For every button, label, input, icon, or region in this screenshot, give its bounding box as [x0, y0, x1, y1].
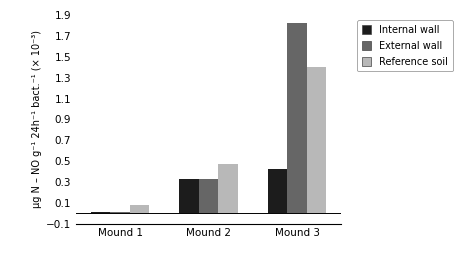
Bar [199, 179, 219, 213]
Bar [130, 205, 149, 213]
Y-axis label: μg N – NO g⁻¹ 24h⁻¹ bact.⁻¹ (× 10⁻³): μg N – NO g⁻¹ 24h⁻¹ bact.⁻¹ (× 10⁻³) [32, 30, 42, 208]
Bar [268, 169, 287, 213]
Bar [179, 179, 199, 213]
Bar [287, 23, 307, 213]
Bar [110, 212, 130, 213]
Bar [219, 164, 238, 213]
Bar [91, 212, 110, 213]
Bar [307, 67, 326, 213]
Legend: Internal wall, External wall, Reference soil: Internal wall, External wall, Reference … [357, 20, 453, 71]
